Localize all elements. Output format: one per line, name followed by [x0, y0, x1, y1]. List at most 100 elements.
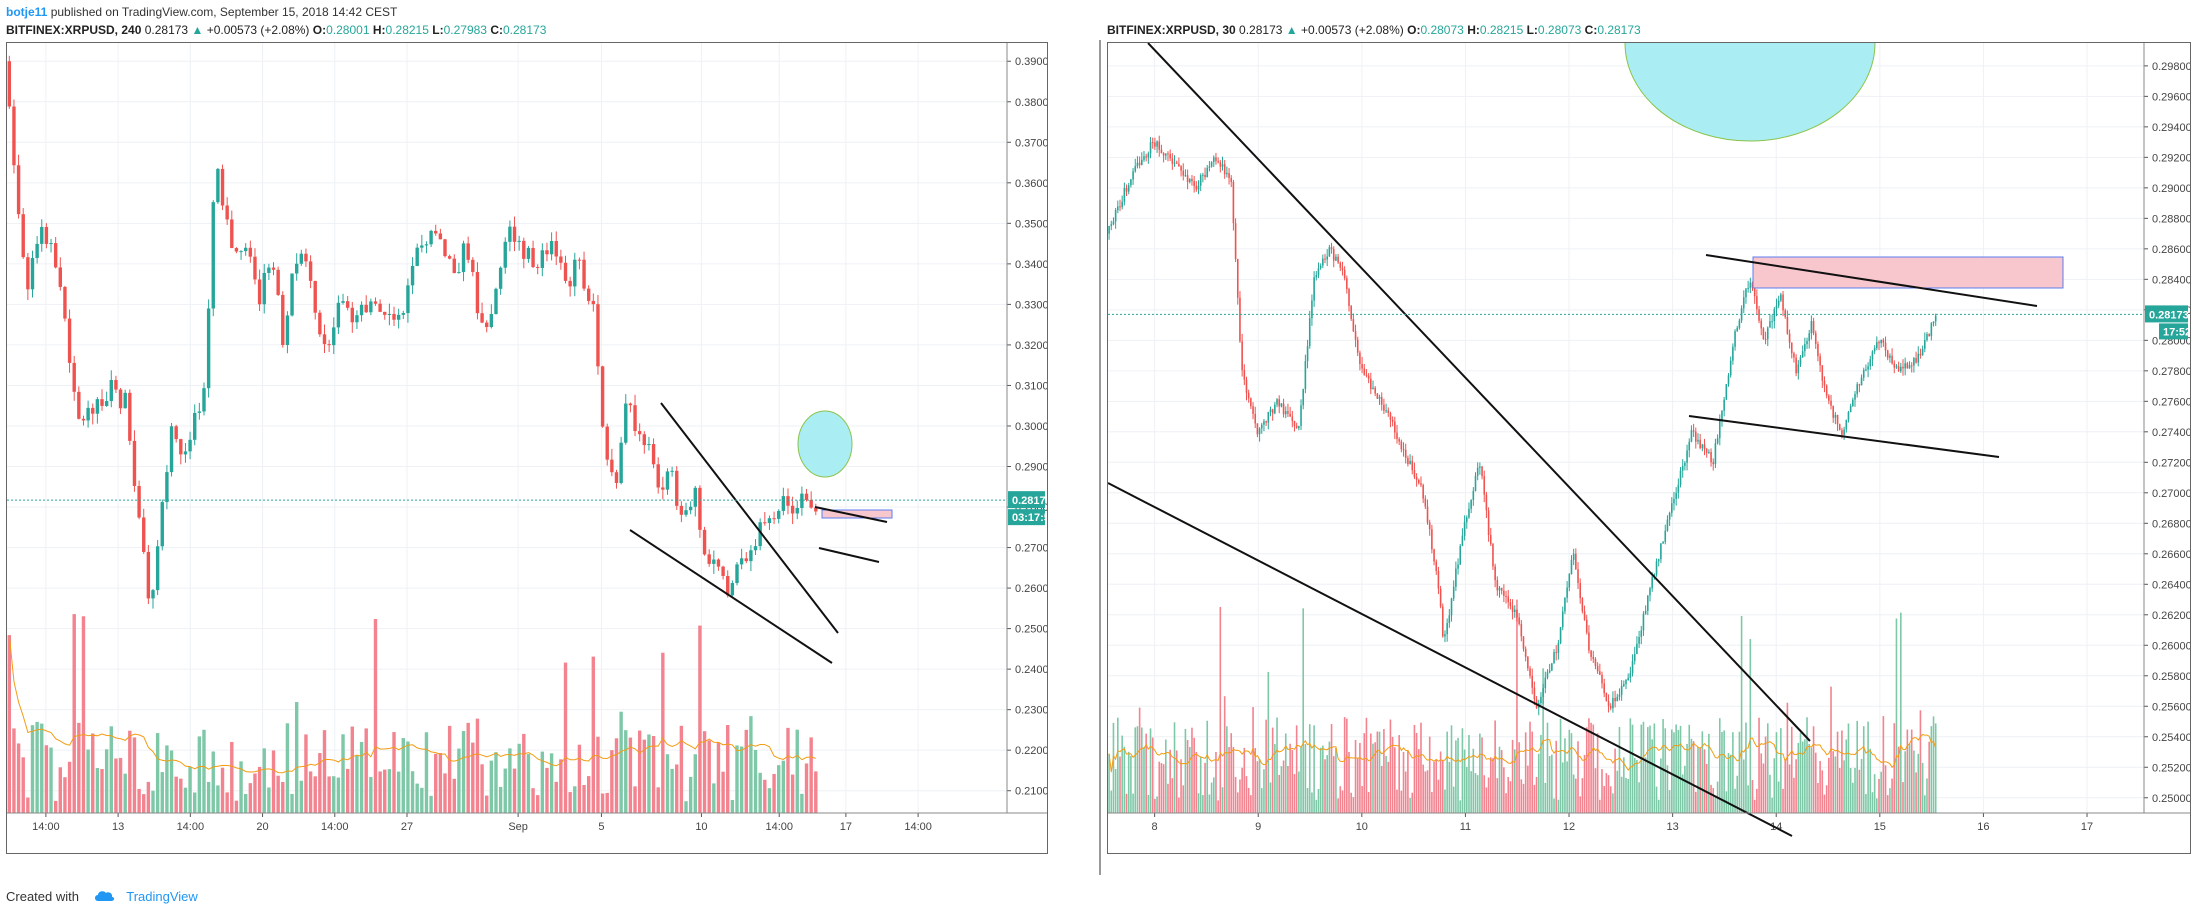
volume-bar-down — [1256, 761, 1259, 813]
volume-bar-up — [735, 745, 739, 813]
volume-bar-down — [1906, 729, 1909, 813]
volume-bar-up — [429, 795, 433, 813]
candle-up — [508, 226, 512, 242]
volume-bar-down — [1223, 696, 1226, 813]
right-chart[interactable]: 0.29800 0.29600 0.29400 0.29200 0.29000 0.288… — [1108, 43, 2190, 853]
candle-down — [605, 426, 609, 460]
candle-down — [1171, 158, 1174, 164]
left-symbol-line: BITFINEX:XRPUSD, 240 0.28173 ▲ +0.00573 … — [6, 22, 546, 38]
candle-up — [1636, 643, 1638, 654]
left-chart[interactable]: 0.39000 0.38000 0.37000 0.36000 0.35000 0.340… — [7, 43, 1047, 853]
candle-down — [271, 267, 276, 270]
volume-bar-down — [480, 764, 484, 813]
author-link[interactable]: botje11 — [6, 5, 48, 19]
volume-bar-down — [67, 761, 72, 813]
candle-down — [1786, 317, 1789, 334]
volume-bar-down — [679, 725, 684, 813]
volume-bar-down — [1219, 606, 1222, 813]
volume-bar-down — [1160, 763, 1163, 813]
candle-up — [1258, 428, 1261, 435]
candle-up — [1546, 672, 1549, 678]
candle-up — [165, 472, 169, 503]
volume-bar-up — [1926, 778, 1928, 813]
candle-up — [1732, 346, 1734, 361]
volume-bar-up — [1276, 717, 1278, 813]
volume-bar-up — [1843, 760, 1845, 813]
x-tick-label: 13 — [1666, 821, 1678, 833]
volume-bar-up — [1638, 782, 1640, 813]
candle-up — [1644, 610, 1647, 614]
volume-bar-down — [248, 783, 253, 813]
candle-down — [1389, 413, 1392, 420]
volume-bar-up — [332, 776, 336, 813]
volume-bar-down — [1838, 768, 1841, 813]
candle-up — [202, 388, 206, 412]
candle-up — [1570, 559, 1573, 575]
candle-down — [281, 294, 285, 346]
right-chart-panel[interactable]: 0.29800 0.29600 0.29400 0.29200 0.29000 0.288… — [1107, 42, 2191, 854]
candle-up — [1117, 206, 1119, 211]
volume-bar-up — [396, 771, 401, 813]
volume-bar-down — [1400, 790, 1403, 813]
candle-up — [498, 267, 503, 289]
volume-bar-down — [1330, 724, 1333, 813]
candle-up — [800, 493, 804, 508]
candle-down — [1841, 430, 1843, 435]
candle-up — [1188, 178, 1191, 183]
volume-bar-up — [424, 732, 429, 813]
candle-up — [155, 546, 160, 591]
volume-bar-up — [739, 746, 744, 813]
candle-down — [434, 230, 438, 234]
candle-up — [1917, 353, 1920, 363]
volume-bar-up — [1385, 755, 1387, 813]
candle-up — [406, 285, 410, 314]
candle-down — [322, 334, 327, 345]
candle-down — [1204, 174, 1206, 178]
volume-bar-down — [1232, 746, 1235, 813]
candle-up — [1620, 685, 1623, 695]
volume-bar-up — [1114, 769, 1117, 813]
candle-down — [1291, 416, 1294, 422]
candle-down — [1603, 683, 1605, 694]
volume-bar-up — [457, 748, 461, 813]
circle-marker — [797, 410, 853, 478]
candle-up — [1725, 384, 1728, 400]
left-chart-panel[interactable]: 0.39000 0.38000 0.37000 0.36000 0.35000 0.340… — [6, 42, 1048, 854]
candle-down — [1236, 258, 1239, 298]
candle-down — [1891, 355, 1893, 364]
y-tick-label: 0.32000 — [1015, 340, 1047, 352]
volume-bar-up — [1212, 777, 1215, 813]
candle-down — [661, 487, 665, 490]
trendline — [1108, 482, 1793, 837]
volume-bar-up — [517, 743, 521, 813]
candle-up — [243, 247, 248, 252]
candle-up — [1729, 360, 1732, 376]
candle-up — [1197, 185, 1200, 190]
volume-bar-up — [1474, 773, 1477, 813]
volume-bar-up — [1616, 770, 1619, 813]
x-tick-label: 12 — [1563, 821, 1575, 833]
candle-down — [373, 301, 378, 304]
candle-down — [1407, 457, 1409, 465]
volume-bar-up — [1769, 774, 1771, 813]
candle-down — [1760, 320, 1763, 329]
candle-up — [49, 243, 53, 245]
volume-bar-up — [693, 754, 697, 813]
candle-up — [1459, 545, 1462, 565]
candle-down — [1518, 617, 1520, 624]
candle-up — [95, 399, 100, 414]
candle-up — [1904, 363, 1906, 369]
candle-up — [1149, 142, 1152, 154]
volume-bar-up — [1880, 771, 1882, 813]
candle-up — [1143, 156, 1145, 160]
panel-divider[interactable] — [1099, 40, 1101, 875]
y-tick-label: 0.29200 — [2152, 152, 2190, 164]
volume-bar-up — [1304, 743, 1307, 813]
tradingview-link[interactable]: TradingView — [126, 889, 198, 904]
candle-down — [1836, 414, 1839, 425]
volume-bar-up — [1280, 766, 1283, 813]
volume-bar-down — [1359, 742, 1361, 813]
candle-down — [586, 288, 591, 301]
volume-bar-up — [1738, 731, 1741, 813]
volume-bar-up — [1618, 726, 1621, 813]
